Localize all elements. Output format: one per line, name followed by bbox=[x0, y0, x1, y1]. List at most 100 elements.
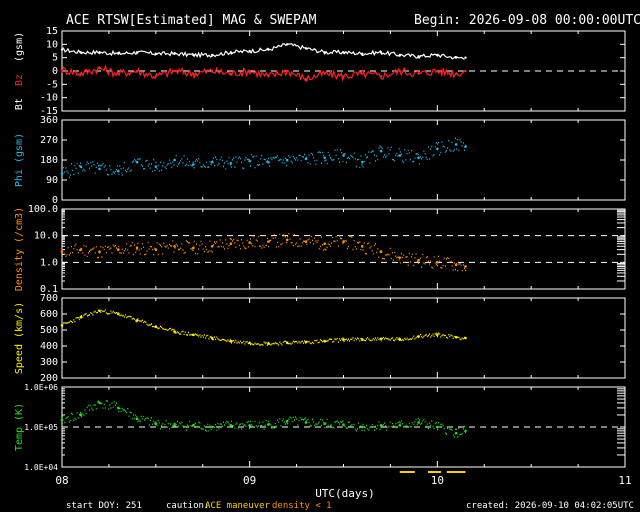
density-ylabel: Density (/cm3) bbox=[14, 207, 25, 291]
panel-speed-frame bbox=[61, 297, 626, 379]
data-point-bz bbox=[304, 77, 308, 81]
y-tick-label: 5 bbox=[52, 53, 58, 64]
data-point-bz bbox=[417, 72, 420, 75]
data-point bbox=[342, 338, 345, 341]
data-point-bz bbox=[79, 72, 82, 75]
data-point bbox=[154, 248, 158, 251]
data-point-bz bbox=[398, 69, 401, 73]
data-point-bz bbox=[192, 72, 195, 75]
y-tick-label: -15 bbox=[40, 106, 58, 117]
y-tick-label: 500 bbox=[40, 325, 58, 336]
data-point bbox=[210, 244, 214, 248]
data-point-bz bbox=[173, 69, 176, 73]
data-point bbox=[323, 156, 327, 160]
data-point-bt bbox=[173, 52, 176, 55]
data-point bbox=[79, 165, 83, 168]
data-point bbox=[117, 169, 120, 173]
data-point bbox=[454, 431, 458, 435]
data-point bbox=[229, 242, 233, 245]
data-point bbox=[135, 160, 139, 164]
data-point bbox=[60, 250, 64, 254]
data-point-bt bbox=[229, 51, 233, 54]
data-point-bt bbox=[464, 56, 467, 59]
data-point bbox=[379, 250, 383, 254]
data-point bbox=[360, 160, 364, 164]
data-point bbox=[60, 418, 64, 422]
data-point bbox=[154, 325, 158, 329]
data-point bbox=[304, 340, 308, 344]
data-point bbox=[464, 429, 467, 433]
y-tick-label: 0 bbox=[52, 66, 58, 77]
data-point bbox=[210, 425, 214, 429]
data-point bbox=[267, 240, 270, 243]
y-tick-label: 180 bbox=[40, 155, 58, 166]
data-point-bz bbox=[98, 67, 101, 70]
data-point bbox=[436, 333, 439, 337]
bz-label: Bz bbox=[14, 74, 25, 86]
data-point bbox=[267, 342, 270, 345]
data-point bbox=[285, 419, 289, 423]
data-point bbox=[229, 424, 233, 427]
data-point bbox=[98, 401, 101, 405]
data-point-bt bbox=[323, 51, 326, 54]
data-point-bt bbox=[286, 43, 289, 46]
data-point bbox=[173, 158, 176, 162]
x-tick-label: 10 bbox=[431, 474, 444, 487]
data-point-bz bbox=[135, 69, 139, 73]
data-point bbox=[360, 338, 364, 341]
data-point-bt bbox=[342, 51, 345, 54]
data-point bbox=[304, 157, 308, 161]
data-point bbox=[454, 335, 458, 339]
data-point-bz bbox=[379, 75, 383, 78]
data-point-bz bbox=[454, 72, 458, 75]
mag-ylabel: Bt Bz (gsm) bbox=[14, 32, 25, 110]
data-point-bt bbox=[117, 52, 120, 55]
series-line-bz bbox=[61, 64, 465, 82]
data-point bbox=[173, 424, 176, 427]
caution-label: caution: bbox=[166, 501, 209, 511]
scatter-cloud bbox=[62, 309, 467, 346]
data-point bbox=[79, 413, 83, 417]
x-tick-label: 08 bbox=[55, 474, 68, 487]
data-point-bt bbox=[398, 53, 401, 57]
y-tick-label: 360 bbox=[40, 115, 58, 126]
data-point-bz bbox=[117, 72, 120, 75]
data-point bbox=[210, 336, 214, 340]
data-point-bt bbox=[248, 49, 251, 53]
data-point bbox=[60, 172, 64, 175]
begin-time: Begin: 2026-09-08 00:00:00UTC bbox=[414, 13, 640, 28]
data-point-bt bbox=[454, 56, 458, 59]
data-point bbox=[117, 406, 120, 410]
bt-label: Bt bbox=[14, 98, 25, 110]
speed-ylabel: Speed (km/s) bbox=[14, 302, 25, 374]
data-point bbox=[60, 323, 64, 327]
data-point bbox=[192, 333, 195, 337]
data-point bbox=[98, 167, 101, 171]
data-point bbox=[323, 422, 327, 426]
data-point-bz bbox=[342, 75, 345, 78]
caution-density: density < 1 bbox=[272, 501, 332, 511]
data-point-bz bbox=[323, 72, 326, 75]
y-tick-label: -10 bbox=[40, 93, 58, 104]
data-point bbox=[135, 319, 139, 322]
data-point bbox=[342, 154, 345, 157]
data-point bbox=[417, 335, 420, 338]
data-point-bt bbox=[154, 52, 158, 55]
data-point-bz bbox=[229, 72, 233, 75]
data-point-bt bbox=[417, 55, 420, 58]
data-point bbox=[379, 149, 383, 153]
data-point bbox=[98, 250, 101, 254]
temp-ylabel: Temp (K) bbox=[14, 403, 25, 451]
data-point bbox=[464, 145, 467, 148]
data-point bbox=[417, 156, 420, 160]
data-point bbox=[229, 162, 233, 165]
chart-title: ACE RTSW[Estimated] MAG & SWEPAM bbox=[66, 13, 317, 28]
data-point bbox=[192, 424, 195, 427]
y-tick-label: 400 bbox=[40, 341, 58, 352]
data-point bbox=[98, 309, 101, 313]
x-tick-label: 09 bbox=[243, 474, 256, 487]
y-tick-label: 10 bbox=[46, 39, 58, 50]
data-point-bt bbox=[60, 48, 64, 51]
data-point bbox=[436, 147, 439, 151]
data-point bbox=[342, 240, 345, 243]
